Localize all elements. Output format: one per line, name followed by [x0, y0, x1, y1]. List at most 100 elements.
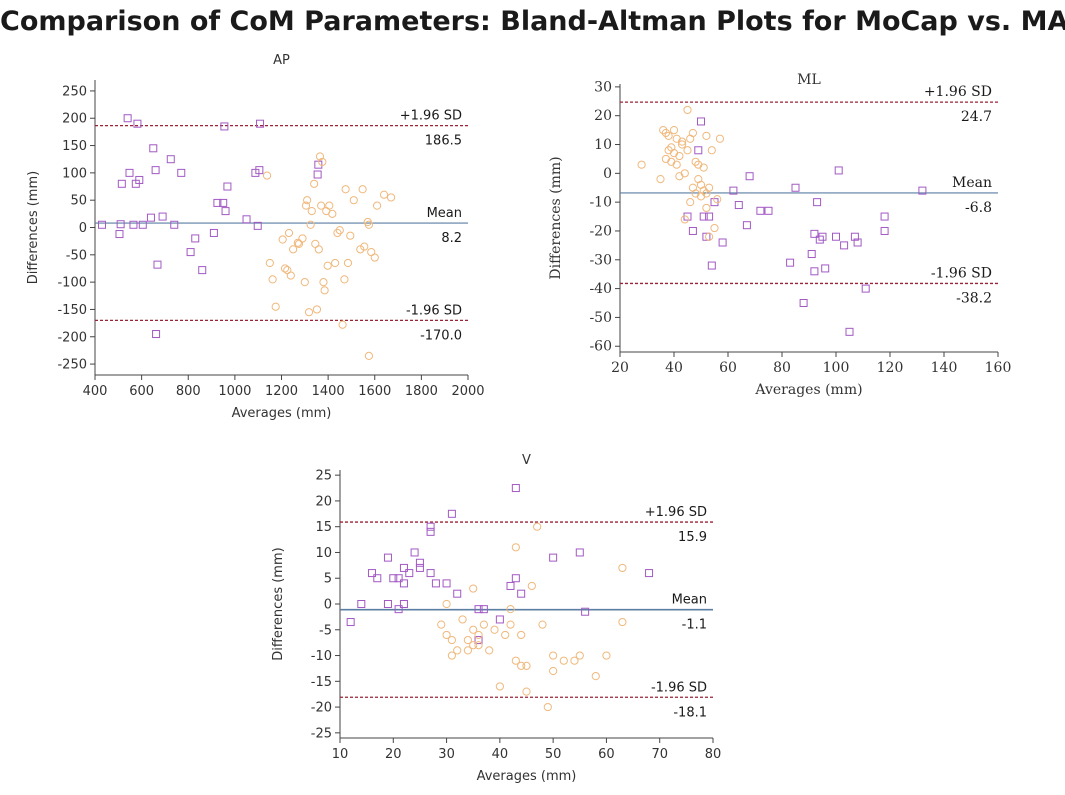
- data-point-circle: [517, 630, 526, 640]
- data-point-square: [191, 234, 200, 243]
- data-point-circle: [328, 209, 337, 218]
- data-point-circle: [702, 131, 711, 140]
- data-point-circle: [301, 201, 311, 210]
- data-point-circle: [680, 169, 689, 178]
- x-tick-label: 50: [545, 747, 562, 762]
- data-point-square: [209, 228, 218, 237]
- data-point-circle: [315, 152, 325, 161]
- data-point-circle: [485, 646, 494, 655]
- data-point-square: [474, 605, 483, 614]
- data-point-circle: [293, 238, 302, 247]
- data-point-circle: [501, 630, 510, 640]
- data-point-square: [506, 581, 515, 590]
- data-point-circle: [262, 171, 272, 180]
- data-point-circle: [268, 275, 277, 284]
- data-point-circle: [702, 189, 711, 198]
- data-point-circle: [303, 196, 312, 205]
- x-tick-label: 600: [129, 384, 154, 399]
- data-point-circle: [664, 131, 673, 140]
- y-tick-label: 20: [315, 494, 332, 509]
- y-tick-label: -25: [311, 726, 332, 741]
- data-point-circle: [533, 522, 542, 531]
- y-tick-label: 25: [315, 469, 332, 484]
- data-point-square: [791, 183, 800, 192]
- data-point-square: [702, 232, 711, 241]
- data-point-circle: [559, 656, 568, 665]
- data-point-circle: [379, 190, 389, 199]
- data-point-circle: [370, 253, 379, 262]
- data-point-circle: [680, 215, 689, 224]
- y-tick-label: 0: [603, 166, 612, 182]
- data-point-circle: [688, 128, 697, 138]
- data-point-square: [129, 220, 138, 229]
- y-tick-label: -50: [66, 248, 87, 263]
- data-point-square: [861, 284, 870, 293]
- y-tick-label: -50: [589, 310, 612, 326]
- y-tick-label: -30: [589, 252, 612, 268]
- data-point-circle: [686, 198, 695, 207]
- data-point-circle: [447, 651, 456, 660]
- y-tick-label: -10: [311, 649, 332, 664]
- data-point-circle: [549, 651, 558, 660]
- data-point-circle: [338, 320, 347, 329]
- panel-title: AP: [273, 53, 290, 68]
- data-point-square: [253, 221, 262, 230]
- data-point-circle: [710, 223, 719, 233]
- data-point-circle: [458, 615, 467, 624]
- y-tick-label: 10: [594, 137, 612, 153]
- data-point-square: [146, 213, 155, 222]
- data-point-circle: [522, 661, 531, 670]
- x-tick-label: 1200: [265, 384, 298, 399]
- data-point-circle: [707, 146, 716, 155]
- upper-line-value: 15.9: [678, 530, 707, 545]
- data-point-square: [133, 119, 142, 128]
- y-tick-label: 15: [315, 520, 332, 535]
- data-point-square: [399, 563, 408, 572]
- data-point-square: [158, 212, 167, 221]
- upper-line-value: 186.5: [425, 134, 462, 149]
- data-point-square: [346, 618, 355, 627]
- y-tick-label: 200: [62, 112, 87, 127]
- data-point-square: [818, 232, 827, 241]
- data-point-square: [367, 569, 376, 578]
- x-tick-label: 140: [931, 360, 958, 376]
- panel-title: ML: [797, 72, 821, 88]
- data-point-square: [880, 226, 889, 235]
- data-point-circle: [312, 305, 322, 314]
- data-point-square: [850, 232, 859, 241]
- data-point-square: [152, 330, 161, 339]
- data-point-square: [97, 220, 106, 229]
- data-point-square: [405, 569, 414, 578]
- data-point-square: [138, 220, 147, 229]
- data-point-circle: [691, 157, 700, 166]
- data-point-circle: [310, 179, 319, 188]
- data-point-circle: [699, 163, 708, 172]
- data-point-circle: [659, 126, 668, 135]
- data-point-square: [918, 186, 927, 195]
- mean-line-value: 8.2: [441, 231, 462, 246]
- data-point-circle: [278, 235, 287, 244]
- y-tick-label: -250: [57, 358, 87, 373]
- data-point-circle: [307, 207, 316, 216]
- data-point-square: [170, 220, 179, 229]
- data-point-square: [786, 258, 795, 267]
- data-point-square: [177, 168, 186, 177]
- data-point-square: [810, 229, 819, 238]
- data-point-square: [694, 146, 703, 155]
- data-point-square: [431, 579, 440, 588]
- data-point-circle: [495, 682, 504, 691]
- data-point-circle: [469, 625, 478, 634]
- data-point-circle: [317, 201, 326, 210]
- data-point-square: [575, 548, 584, 557]
- chart-v: V 10 20 30 40 50 60 70 80 -25 -20 -15 -10 -5 0 5 10 15 20 2…: [271, 453, 721, 784]
- data-point-circle: [335, 226, 344, 235]
- data-point-circle: [331, 258, 340, 268]
- data-point-square: [415, 563, 424, 572]
- y-axis-title: Differences (mm): [26, 171, 41, 284]
- data-point-square: [729, 186, 738, 195]
- data-point-circle: [656, 174, 665, 184]
- x-tick-label: 160: [985, 360, 1012, 376]
- data-point-square: [410, 548, 419, 557]
- data-point-square: [845, 327, 854, 336]
